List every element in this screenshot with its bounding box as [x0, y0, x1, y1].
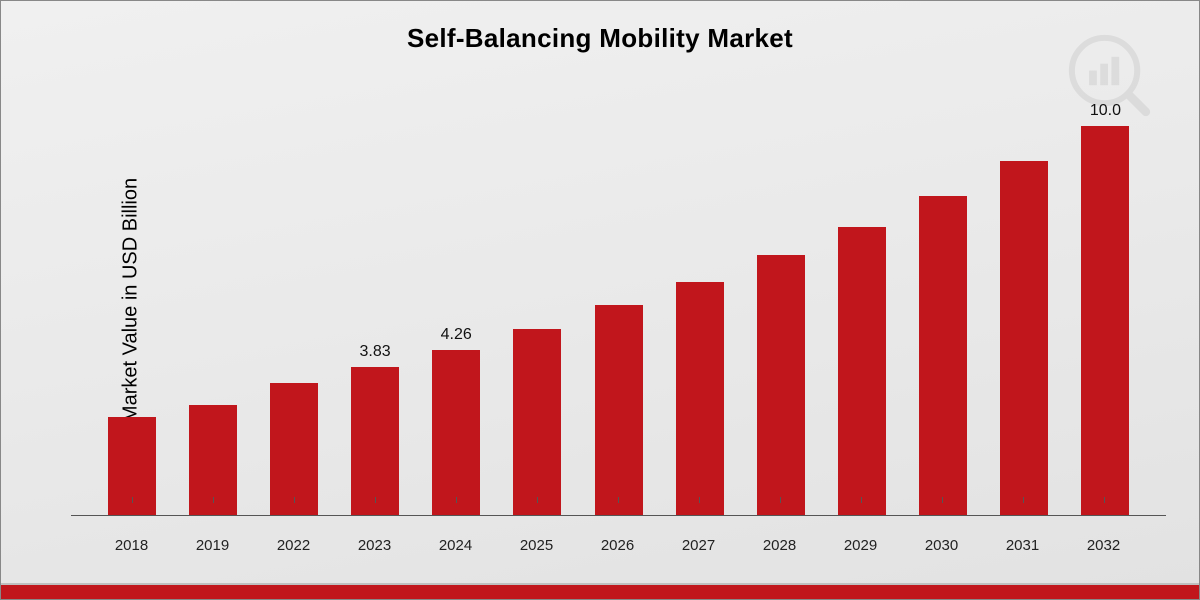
x-tick-label: 2030 [901, 537, 982, 554]
bars-group: 3.834.2610.0 [91, 126, 1146, 516]
bar [676, 282, 724, 516]
x-axis-labels: 2018201920222023202420252026202720282029… [91, 537, 1144, 554]
x-tick-label: 2023 [334, 537, 415, 554]
bar [757, 255, 805, 516]
x-tick-label: 2026 [577, 537, 658, 554]
x-tick-label: 2029 [820, 537, 901, 554]
plot-area: 3.834.2610.0 [71, 126, 1166, 516]
chart-title: Self-Balancing Mobility Market [1, 23, 1199, 54]
bar-slot: 3.83 [334, 343, 415, 516]
x-tick-label: 2027 [658, 537, 739, 554]
x-tick-label: 2022 [253, 537, 334, 554]
x-tick-label: 2031 [982, 537, 1063, 554]
bar-slot [984, 161, 1065, 516]
bar [595, 305, 643, 516]
bar-value-label: 3.83 [359, 343, 390, 361]
bar [919, 196, 967, 516]
bar-slot [903, 196, 984, 516]
x-tick-label: 2032 [1063, 537, 1144, 554]
x-tick-label: 2019 [172, 537, 253, 554]
bar-slot [497, 329, 578, 516]
chart-container: Self-Balancing Mobility Market Market Va… [0, 0, 1200, 600]
bar [1000, 161, 1048, 516]
bar-value-label: 4.26 [441, 326, 472, 344]
footer-accent-bar [1, 585, 1199, 599]
bar [1081, 126, 1129, 516]
bar [513, 329, 561, 516]
bar [351, 367, 399, 516]
bar-slot [821, 227, 902, 516]
x-tick-label: 2024 [415, 537, 496, 554]
x-tick-label: 2028 [739, 537, 820, 554]
bar [432, 350, 480, 516]
bar-slot: 4.26 [416, 326, 497, 516]
bar-slot [578, 305, 659, 516]
bar-slot [659, 282, 740, 516]
bar [838, 227, 886, 516]
bar-slot [740, 255, 821, 516]
x-tick-label: 2018 [91, 537, 172, 554]
x-axis-line [71, 515, 1166, 516]
bar-value-label: 10.0 [1090, 102, 1121, 120]
bar-slot: 10.0 [1065, 102, 1146, 516]
x-tick-label: 2025 [496, 537, 577, 554]
